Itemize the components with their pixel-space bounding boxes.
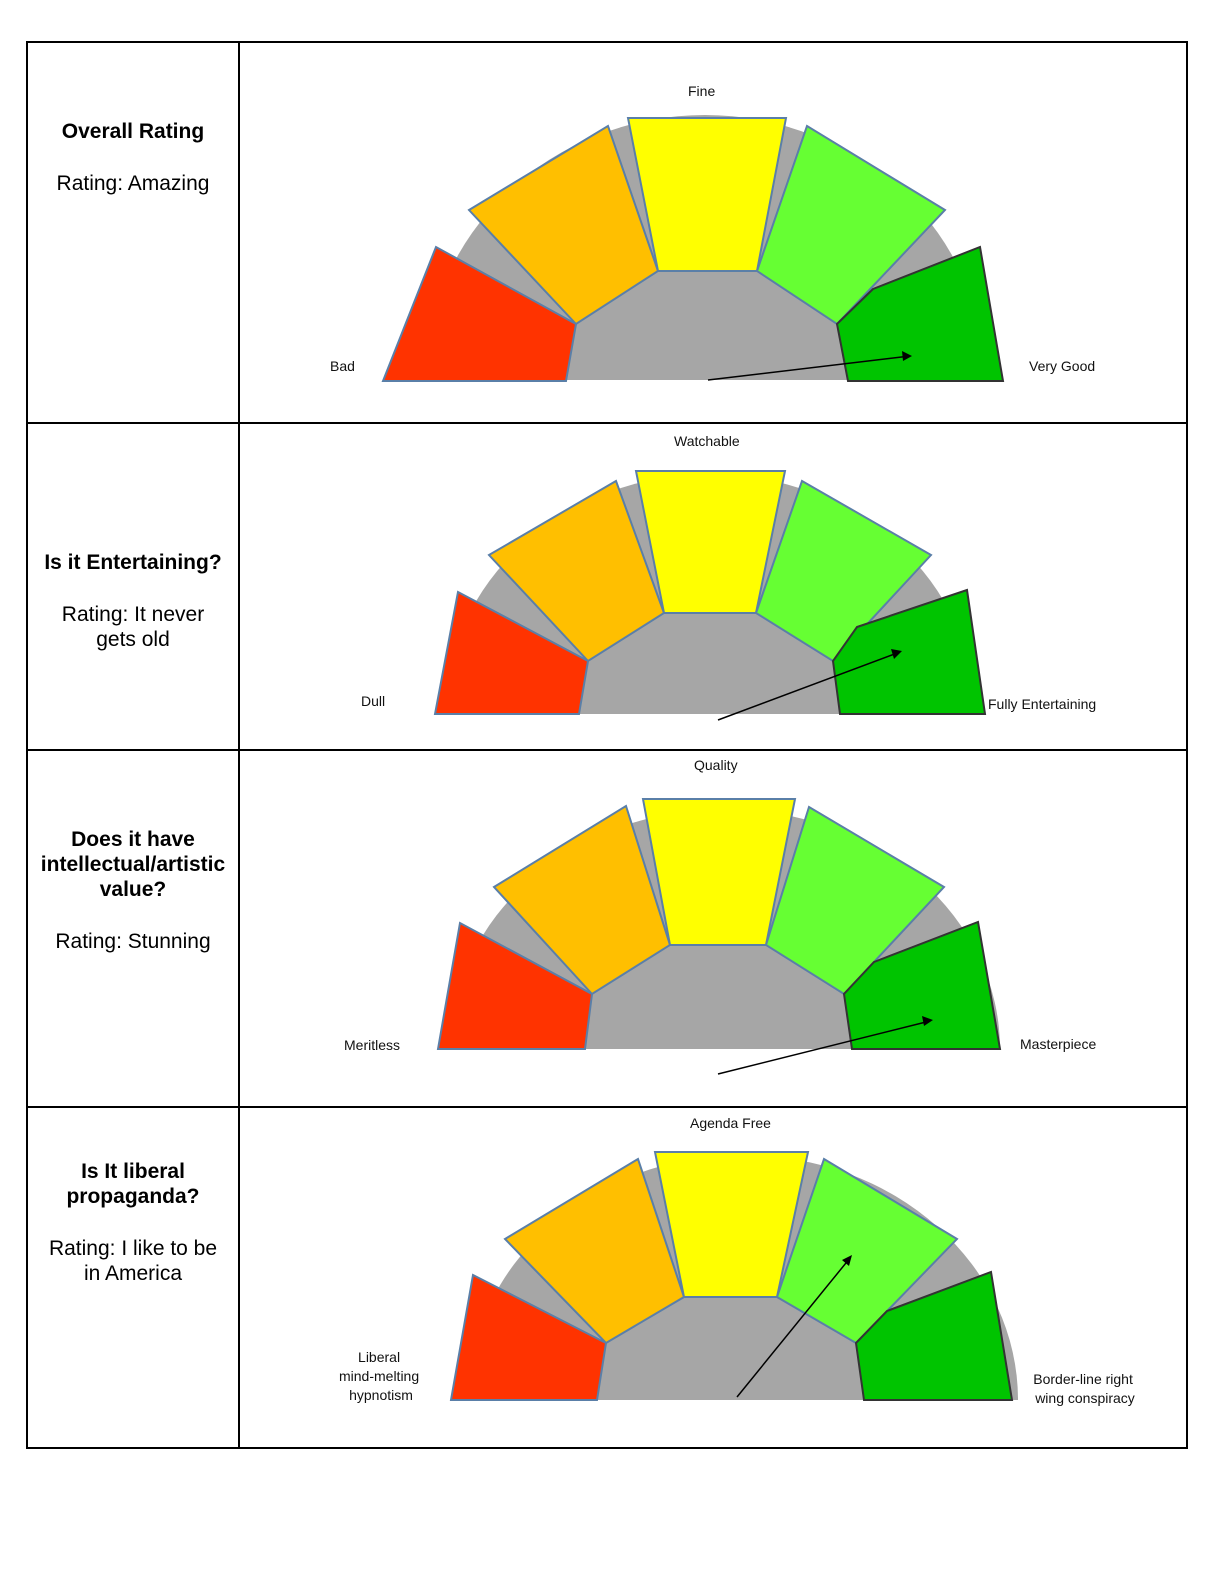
gauge-label-right-line: Border-line right: [1033, 1371, 1133, 1387]
gauge-svg: Dull Watchable Fully Entertaining: [361, 433, 1096, 721]
gauge-label-top: Quality: [694, 757, 738, 773]
gauge-label-right: Very Good: [1029, 358, 1095, 374]
gauge-pointer: [736, 1257, 851, 1398]
row-rating: Rating: Stunning: [55, 930, 211, 953]
row-overall-rating: Overall Rating Rating: Amazing Bad Fine …: [28, 43, 1186, 422]
row-label-cell: Is It liberal propaganda? Rating: I like…: [28, 1108, 240, 1447]
row-rating: Rating: It never gets old: [61, 603, 205, 651]
gauge-pointer-head: [891, 649, 902, 659]
gauge-svg: Meritless Quality Masterpiece: [344, 757, 1096, 1075]
gauge-segment-5: [854, 1270, 1014, 1401]
gauge-label-left-line: hypnotism: [349, 1387, 413, 1403]
row-intellectual-value: Does it have intellectual/artistic value…: [28, 749, 1186, 1106]
gauge-pointer-head: [842, 1255, 852, 1266]
gauge-label-left: Liberal mind-melting hypnotism: [339, 1349, 423, 1403]
gauge-pointer: [717, 651, 901, 721]
gauge-pointer: [717, 1020, 931, 1075]
row-title: Overall Rating: [61, 120, 205, 143]
gauge-label-left: Meritless: [344, 1037, 400, 1053]
gauge-segment-5: [842, 920, 1002, 1050]
row-rating: Rating: Amazing: [56, 172, 210, 195]
gauge-pointer-head: [902, 351, 912, 361]
gauge-label-left-line: Liberal: [358, 1349, 400, 1365]
row-rating: Rating: I like to be in America: [48, 1237, 218, 1285]
gauge-label-top: Watchable: [674, 433, 740, 449]
row-label-cell: Overall Rating Rating: Amazing: [28, 43, 240, 422]
row-entertaining: Is it Entertaining? Rating: It never get…: [28, 422, 1186, 749]
gauge-pointer: [707, 355, 911, 381]
gauge-label-left-line: mind-melting: [339, 1368, 419, 1384]
gauge-label-top: Agenda Free: [690, 1115, 771, 1131]
gauge-label-top: Fine: [688, 83, 715, 99]
gauge-svg: Liberal mind-melting hypnotism Agenda Fr…: [339, 1115, 1137, 1406]
row-label-cell: Does it have intellectual/artistic value…: [28, 751, 240, 1106]
gauge-entertaining: Dull Watchable Fully Entertaining: [240, 424, 1186, 749]
gauge-pointer-head: [922, 1016, 933, 1026]
gauge-liberal-propaganda: Liberal mind-melting hypnotism Agenda Fr…: [240, 1108, 1186, 1447]
gauge-overall-rating: Bad Fine Very Good: [240, 43, 1186, 420]
gauge-label-left: Bad: [330, 358, 355, 374]
gauge-label-right-line: wing conspiracy: [1034, 1390, 1135, 1406]
gauge-svg: Bad Fine Very Good: [330, 83, 1095, 382]
rating-table: Overall Rating Rating: Amazing Bad Fine …: [26, 41, 1188, 1449]
gauge-label-left: Dull: [361, 693, 385, 709]
row-title: Is it Entertaining?: [44, 551, 222, 574]
row-liberal-propaganda: Is It liberal propaganda? Rating: I like…: [28, 1106, 1186, 1447]
gauge-segment-5: [831, 588, 987, 715]
row-title: Does it have intellectual/artistic value…: [40, 828, 226, 901]
gauge-label-right: Border-line right wing conspiracy: [1033, 1371, 1137, 1406]
gauge-label-right: Masterpiece: [1020, 1036, 1096, 1052]
gauge-label-right: Fully Entertaining: [988, 696, 1096, 712]
row-title: Is It liberal propaganda?: [66, 1160, 200, 1208]
gauge-intellectual-value: Meritless Quality Masterpiece: [240, 751, 1186, 1106]
gauge-segment-5: [835, 245, 1005, 382]
row-label-cell: Is it Entertaining? Rating: It never get…: [28, 424, 240, 749]
